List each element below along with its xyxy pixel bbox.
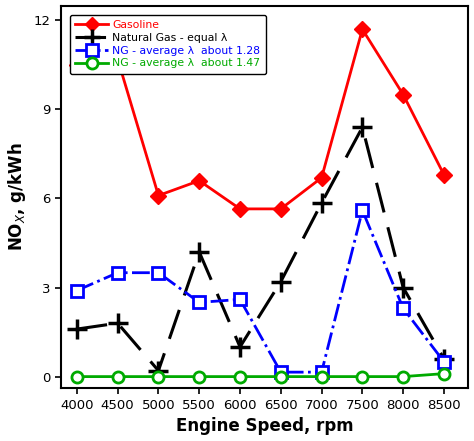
Gasoline bbox=[441, 172, 447, 177]
Gasoline bbox=[196, 178, 202, 183]
NG - average λ  about 1.47 bbox=[196, 374, 202, 379]
NG - average λ  about 1.47 bbox=[115, 374, 120, 379]
NG - average λ  about 1.47 bbox=[401, 374, 406, 379]
Line: Gasoline: Gasoline bbox=[71, 24, 449, 214]
NG - average λ  about 1.47 bbox=[237, 374, 243, 379]
Natural Gas - equal λ bbox=[74, 326, 80, 332]
Gasoline bbox=[401, 92, 406, 97]
Gasoline bbox=[360, 26, 365, 32]
Natural Gas - equal λ bbox=[155, 368, 161, 374]
Gasoline bbox=[115, 56, 120, 62]
Gasoline bbox=[237, 206, 243, 212]
Gasoline bbox=[155, 193, 161, 198]
NG - average λ  about 1.47 bbox=[319, 374, 324, 379]
NG - average λ  about 1.28 bbox=[115, 270, 120, 275]
NG - average λ  about 1.47 bbox=[278, 374, 283, 379]
Natural Gas - equal λ bbox=[237, 344, 243, 350]
Natural Gas - equal λ bbox=[360, 125, 365, 130]
NG - average λ  about 1.28 bbox=[196, 300, 202, 305]
Line: NG - average λ  about 1.28: NG - average λ about 1.28 bbox=[71, 204, 450, 378]
NG - average λ  about 1.28 bbox=[155, 270, 161, 275]
Natural Gas - equal λ bbox=[401, 285, 406, 290]
NG - average λ  about 1.47 bbox=[155, 374, 161, 379]
Natural Gas - equal λ bbox=[196, 249, 202, 254]
Natural Gas - equal λ bbox=[441, 356, 447, 362]
NG - average λ  about 1.28 bbox=[401, 306, 406, 311]
NG - average λ  about 1.47 bbox=[74, 374, 80, 379]
Line: Natural Gas - equal λ: Natural Gas - equal λ bbox=[67, 118, 454, 381]
NG - average λ  about 1.28 bbox=[319, 370, 324, 375]
NG - average λ  about 1.47 bbox=[441, 371, 447, 376]
Line: NG - average λ  about 1.47: NG - average λ about 1.47 bbox=[71, 368, 449, 382]
Legend: Gasoline, Natural Gas - equal λ, NG - average λ  about 1.28, NG - average λ  abo: Gasoline, Natural Gas - equal λ, NG - av… bbox=[70, 15, 266, 74]
Y-axis label: NO$_X$, g/kWh: NO$_X$, g/kWh bbox=[6, 143, 27, 251]
NG - average λ  about 1.28 bbox=[237, 297, 243, 302]
NG - average λ  about 1.47 bbox=[360, 374, 365, 379]
Natural Gas - equal λ bbox=[115, 321, 120, 326]
Natural Gas - equal λ bbox=[278, 279, 283, 284]
Natural Gas - equal λ bbox=[319, 200, 324, 206]
Gasoline bbox=[74, 62, 80, 67]
Gasoline bbox=[319, 175, 324, 180]
NG - average λ  about 1.28 bbox=[278, 370, 283, 375]
NG - average λ  about 1.28 bbox=[74, 288, 80, 293]
NG - average λ  about 1.28 bbox=[360, 208, 365, 213]
NG - average λ  about 1.28 bbox=[441, 359, 447, 364]
Gasoline bbox=[278, 206, 283, 212]
X-axis label: Engine Speed, rpm: Engine Speed, rpm bbox=[176, 418, 353, 435]
